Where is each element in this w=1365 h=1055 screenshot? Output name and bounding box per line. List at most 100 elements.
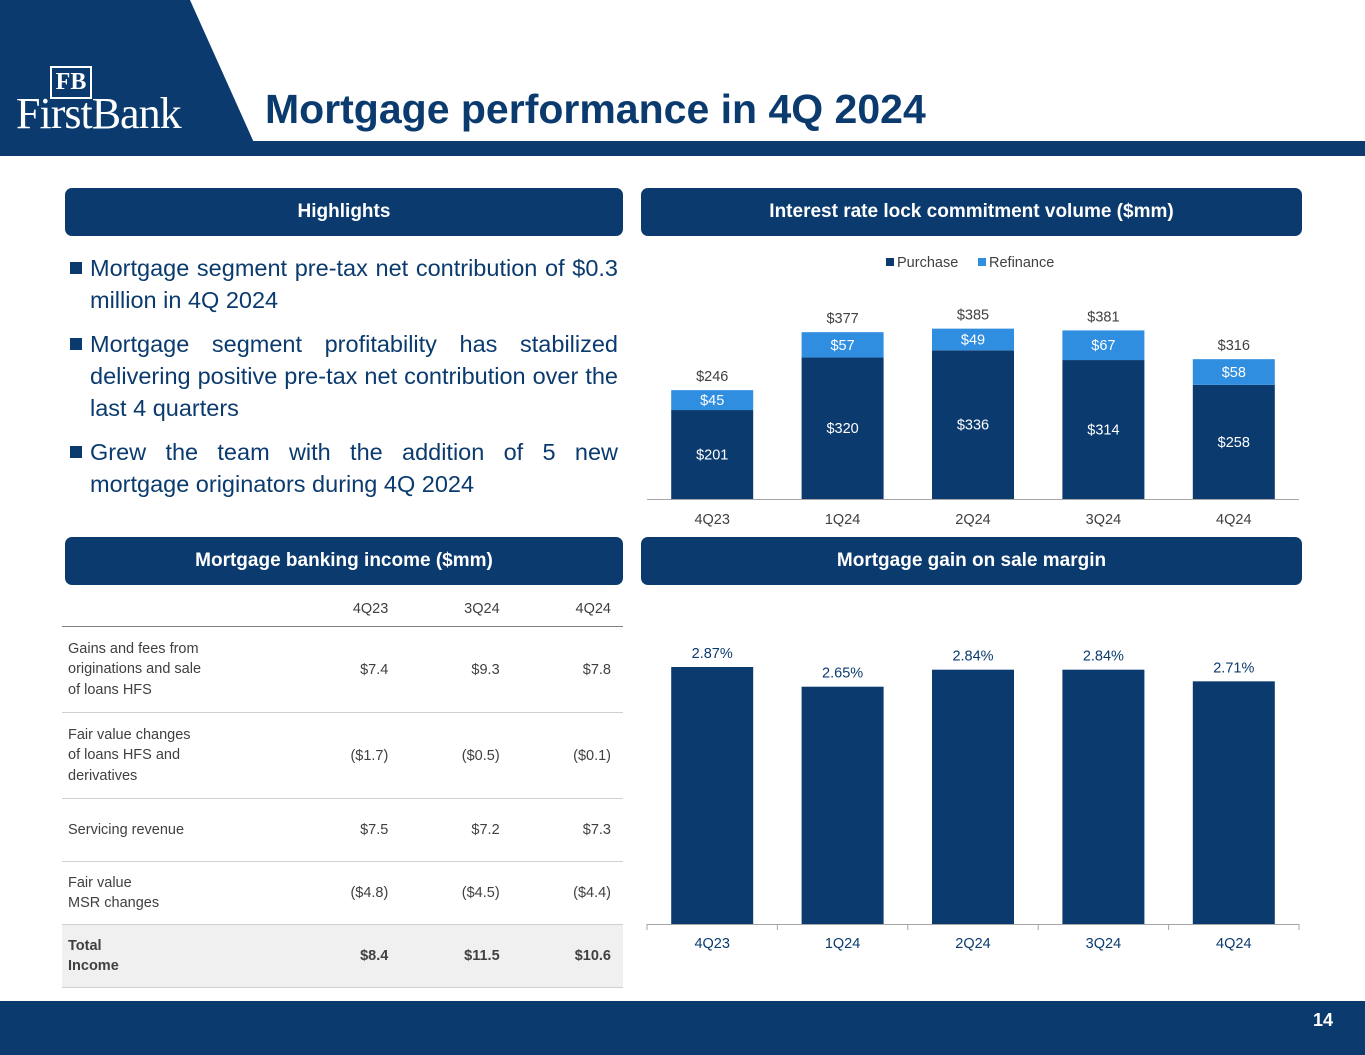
highlights-list: Mortgage segment pre-tax net contributio… — [70, 252, 618, 512]
bullet-square-icon — [70, 446, 82, 458]
footer-bar: 14 — [0, 1001, 1365, 1055]
bar-refinance — [1192, 359, 1275, 385]
column-header: 4Q24 — [511, 592, 623, 627]
data-label-refinance: $45 — [700, 393, 724, 409]
row-label: Servicing revenue — [62, 798, 289, 862]
bar-refinance — [1062, 330, 1145, 361]
table-cell: $7.3 — [511, 798, 623, 862]
data-label-total: $381 — [1087, 309, 1119, 325]
bar-purchase — [801, 357, 884, 499]
table-row: Servicing revenue $7.5 $7.2 $7.3 — [62, 798, 623, 862]
legend-swatch-refinance — [978, 258, 986, 266]
logo-wordmark: FirstBank — [16, 89, 182, 138]
data-label-margin: 2.65% — [822, 666, 863, 682]
lock-volume-header: Interest rate lock commitment volume ($m… — [641, 188, 1302, 236]
legend-label-purchase: Purchase — [897, 255, 958, 271]
table-row-total: Total Income $8.4 $11.5 $10.6 — [62, 924, 623, 988]
data-label-total: $377 — [826, 311, 858, 327]
row-label: Gains and fees from originations and sale… — [62, 626, 289, 713]
column-header — [62, 592, 289, 627]
highlight-text: Grew the team with the addition of 5 new… — [90, 439, 618, 497]
highlight-text: Mortgage segment profitability has stabi… — [90, 331, 618, 421]
table-cell: ($0.1) — [511, 712, 623, 799]
data-label-purchase: $258 — [1218, 435, 1250, 451]
table-cell: $7.2 — [400, 798, 512, 862]
data-label-refinance: $58 — [1222, 365, 1246, 381]
table-row: Gains and fees from originations and sale… — [62, 626, 623, 713]
lock-volume-chart: Purchase Refinance $201 $45 $246 4Q23 $320 $57 $… — [647, 255, 1299, 528]
data-label-purchase: $320 — [826, 421, 858, 437]
table-cell: $7.5 — [289, 798, 401, 862]
bar-margin — [801, 686, 884, 924]
table-cell: ($4.8) — [289, 861, 401, 925]
bar-purchase — [1062, 360, 1145, 499]
data-label-purchase: $314 — [1087, 423, 1119, 439]
margin-header: Mortgage gain on sale margin — [641, 537, 1302, 585]
table-cell: $8.4 — [289, 924, 401, 988]
data-label-total: $316 — [1218, 338, 1250, 354]
row-label: Fair value MSR changes — [62, 861, 289, 925]
x-tick-label: 4Q23 — [694, 512, 729, 528]
table-row: Fair value changes of loans HFS and deriva… — [62, 712, 623, 799]
header-rule — [0, 141, 1365, 156]
x-tick-label: 3Q24 — [1086, 936, 1121, 952]
x-tick-label: 1Q24 — [825, 512, 860, 528]
table-cell: $7.4 — [289, 626, 401, 713]
income-table: 4Q23 3Q24 4Q24 Gains and fees from origin… — [62, 592, 623, 988]
x-tick-label: 3Q24 — [1086, 512, 1121, 528]
data-label-purchase: $201 — [696, 448, 728, 464]
data-label-purchase: $336 — [957, 418, 989, 434]
table-cell: ($0.5) — [400, 712, 512, 799]
data-label-refinance: $49 — [961, 332, 985, 348]
bar-margin — [1192, 681, 1275, 924]
row-label: Total Income — [62, 924, 289, 988]
data-label-margin: 2.84% — [1083, 649, 1124, 665]
table-cell: $10.6 — [511, 924, 623, 988]
column-header: 3Q24 — [400, 592, 512, 627]
data-label-margin: 2.87% — [692, 646, 733, 662]
table-cell: ($4.4) — [511, 861, 623, 925]
table-cell: ($1.7) — [289, 712, 401, 799]
x-tick-label: 2Q24 — [955, 936, 990, 952]
x-tick-label: 1Q24 — [825, 936, 860, 952]
bar-purchase — [932, 350, 1014, 499]
bar-purchase — [671, 410, 754, 499]
page-number: 14 — [1312, 1010, 1333, 1030]
bullet-square-icon — [70, 338, 82, 350]
bar-refinance — [671, 390, 754, 411]
data-label-refinance: $57 — [830, 338, 854, 354]
table-cell: $11.5 — [400, 924, 512, 988]
table-cell: ($4.5) — [400, 861, 512, 925]
highlight-item: Mortgage segment profitability has stabi… — [70, 328, 618, 424]
x-tick-label: 4Q23 — [694, 936, 729, 952]
table-row: Fair value MSR changes ($4.8) ($4.5) ($4.… — [62, 861, 623, 925]
bar-margin — [932, 669, 1014, 924]
table-header-row: 4Q23 3Q24 4Q24 — [62, 592, 623, 627]
income-header: Mortgage banking income ($mm) — [65, 537, 623, 585]
highlight-item: Mortgage segment pre-tax net contributio… — [70, 252, 618, 316]
table-cell: $7.8 — [511, 626, 623, 713]
bar-purchase — [1192, 384, 1275, 499]
highlights-header: Highlights — [65, 188, 623, 236]
x-tick-label: 4Q24 — [1216, 512, 1251, 528]
column-header: 4Q23 — [289, 592, 401, 627]
bar-margin — [671, 667, 754, 924]
table-cell: $9.3 — [400, 626, 512, 713]
data-label-margin: 2.71% — [1213, 660, 1254, 676]
highlight-item: Grew the team with the addition of 5 new… — [70, 436, 618, 500]
data-label-margin: 2.84% — [952, 649, 993, 665]
bar-refinance — [932, 328, 1014, 351]
x-tick-label: 4Q24 — [1216, 936, 1251, 952]
legend-swatch-purchase — [886, 258, 894, 266]
bullet-square-icon — [70, 262, 82, 274]
data-label-total: $385 — [957, 308, 989, 324]
data-label-refinance: $67 — [1091, 338, 1115, 354]
highlight-text: Mortgage segment pre-tax net contributio… — [90, 255, 618, 313]
page-title: Mortgage performance in 4Q 2024 — [265, 86, 926, 132]
x-tick-label: 2Q24 — [955, 512, 990, 528]
data-label-total: $246 — [696, 369, 728, 385]
bar-refinance — [801, 332, 884, 358]
legend-label-refinance: Refinance — [989, 255, 1054, 271]
bar-margin — [1062, 669, 1145, 924]
row-label: Fair value changes of loans HFS and deriva… — [62, 712, 289, 799]
